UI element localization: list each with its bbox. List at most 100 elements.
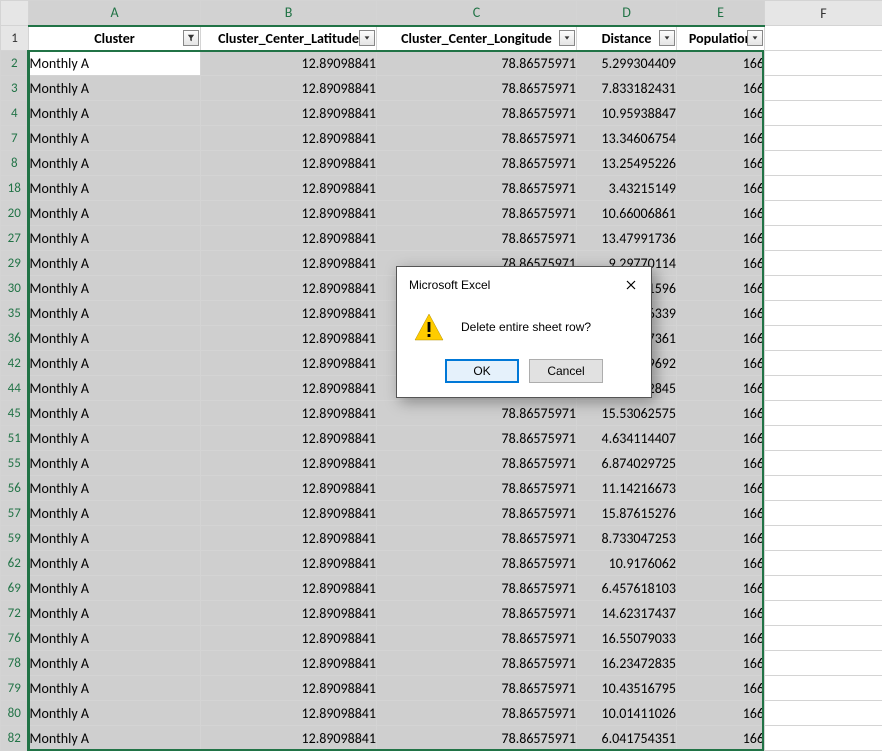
empty-cell[interactable]: [765, 326, 882, 351]
data-cell[interactable]: 10.95938847: [577, 101, 677, 126]
data-cell[interactable]: Monthly A: [29, 51, 201, 76]
data-cell[interactable]: Monthly A: [29, 501, 201, 526]
data-cell[interactable]: Monthly A: [29, 651, 201, 676]
data-cell[interactable]: 78.86575971: [377, 226, 577, 251]
data-cell[interactable]: Monthly A: [29, 151, 201, 176]
empty-cell[interactable]: [765, 301, 882, 326]
data-cell[interactable]: 166: [677, 76, 765, 101]
row-header[interactable]: 4: [1, 101, 29, 126]
empty-cell[interactable]: [765, 226, 882, 251]
data-cell[interactable]: 12.89098841: [201, 151, 377, 176]
data-cell[interactable]: 166: [677, 51, 765, 76]
row-header[interactable]: 45: [1, 401, 29, 426]
row-header[interactable]: 1: [1, 26, 29, 51]
data-cell[interactable]: Monthly A: [29, 326, 201, 351]
data-cell[interactable]: 12.89098841: [201, 326, 377, 351]
data-cell[interactable]: 13.47991736: [577, 226, 677, 251]
row-header[interactable]: 55: [1, 451, 29, 476]
data-cell[interactable]: 15.53062575: [577, 401, 677, 426]
row-header[interactable]: 57: [1, 501, 29, 526]
data-cell[interactable]: 3.43215149: [577, 176, 677, 201]
row-header[interactable]: 27: [1, 226, 29, 251]
data-cell[interactable]: 12.89098841: [201, 251, 377, 276]
row-header[interactable]: 51: [1, 426, 29, 451]
data-cell[interactable]: 78.86575971: [377, 601, 577, 626]
data-cell[interactable]: 166: [677, 126, 765, 151]
row-header[interactable]: 59: [1, 526, 29, 551]
data-cell[interactable]: 12.89098841: [201, 301, 377, 326]
data-cell[interactable]: 78.86575971: [377, 676, 577, 701]
data-cell[interactable]: 12.89098841: [201, 501, 377, 526]
col-header-A[interactable]: A: [29, 1, 201, 26]
empty-cell[interactable]: [765, 701, 882, 726]
data-cell[interactable]: 12.89098841: [201, 451, 377, 476]
filter-dropdown-icon[interactable]: [659, 30, 675, 46]
data-cell[interactable]: 12.89098841: [201, 701, 377, 726]
row-header[interactable]: 62: [1, 551, 29, 576]
data-cell[interactable]: 12.89098841: [201, 176, 377, 201]
data-cell[interactable]: 12.89098841: [201, 276, 377, 301]
empty-cell[interactable]: [765, 501, 882, 526]
empty-cell[interactable]: [765, 101, 882, 126]
col-header-E[interactable]: E: [677, 1, 765, 26]
data-cell[interactable]: 78.86575971: [377, 201, 577, 226]
row-header[interactable]: 44: [1, 376, 29, 401]
data-cell[interactable]: 12.89098841: [201, 626, 377, 651]
data-cell[interactable]: 16.23472835: [577, 651, 677, 676]
empty-cell[interactable]: [765, 476, 882, 501]
empty-cell[interactable]: [765, 376, 882, 401]
data-cell[interactable]: Monthly A: [29, 76, 201, 101]
data-cell[interactable]: 15.87615276: [577, 501, 677, 526]
empty-cell[interactable]: [765, 251, 882, 276]
empty-cell[interactable]: [765, 351, 882, 376]
data-cell[interactable]: 78.86575971: [377, 651, 577, 676]
table-column-header[interactable]: Population: [677, 26, 765, 51]
empty-cell[interactable]: [765, 76, 882, 101]
data-cell[interactable]: Monthly A: [29, 251, 201, 276]
data-cell[interactable]: 166: [677, 301, 765, 326]
data-cell[interactable]: 166: [677, 551, 765, 576]
row-header[interactable]: 76: [1, 626, 29, 651]
empty-cell[interactable]: [765, 426, 882, 451]
data-cell[interactable]: 12.89098841: [201, 526, 377, 551]
table-column-header[interactable]: Cluster_Center_Longitude: [377, 26, 577, 51]
empty-cell[interactable]: [765, 201, 882, 226]
data-cell[interactable]: 78.86575971: [377, 626, 577, 651]
empty-cell[interactable]: [765, 401, 882, 426]
data-cell[interactable]: 78.86575971: [377, 576, 577, 601]
data-cell[interactable]: 166: [677, 726, 765, 751]
empty-cell[interactable]: [765, 51, 882, 76]
col-header-F[interactable]: F: [765, 1, 882, 26]
data-cell[interactable]: 14.62317437: [577, 601, 677, 626]
data-cell[interactable]: 12.89098841: [201, 576, 377, 601]
data-cell[interactable]: Monthly A: [29, 176, 201, 201]
data-cell[interactable]: 12.89098841: [201, 126, 377, 151]
data-cell[interactable]: 166: [677, 251, 765, 276]
table-column-header[interactable]: Distance: [577, 26, 677, 51]
data-cell[interactable]: 78.86575971: [377, 151, 577, 176]
row-header[interactable]: 30: [1, 276, 29, 301]
data-cell[interactable]: 166: [677, 501, 765, 526]
row-header[interactable]: 2: [1, 51, 29, 76]
table-column-header[interactable]: Cluster: [29, 26, 201, 51]
empty-cell[interactable]: [765, 676, 882, 701]
data-cell[interactable]: 12.89098841: [201, 651, 377, 676]
empty-cell[interactable]: [765, 726, 882, 751]
empty-cell[interactable]: [765, 151, 882, 176]
empty-cell[interactable]: [765, 176, 882, 201]
filter-dropdown-icon[interactable]: [747, 30, 763, 46]
empty-cell[interactable]: [765, 651, 882, 676]
data-cell[interactable]: Monthly A: [29, 551, 201, 576]
row-header[interactable]: 78: [1, 651, 29, 676]
data-cell[interactable]: Monthly A: [29, 376, 201, 401]
row-header[interactable]: 3: [1, 76, 29, 101]
data-cell[interactable]: 16.55079033: [577, 626, 677, 651]
col-header-B[interactable]: B: [201, 1, 377, 26]
data-cell[interactable]: Monthly A: [29, 601, 201, 626]
data-cell[interactable]: 78.86575971: [377, 526, 577, 551]
data-cell[interactable]: 166: [677, 326, 765, 351]
data-cell[interactable]: 166: [677, 176, 765, 201]
data-cell[interactable]: 12.89098841: [201, 401, 377, 426]
data-cell[interactable]: 7.833182431: [577, 76, 677, 101]
empty-cell[interactable]: [765, 451, 882, 476]
